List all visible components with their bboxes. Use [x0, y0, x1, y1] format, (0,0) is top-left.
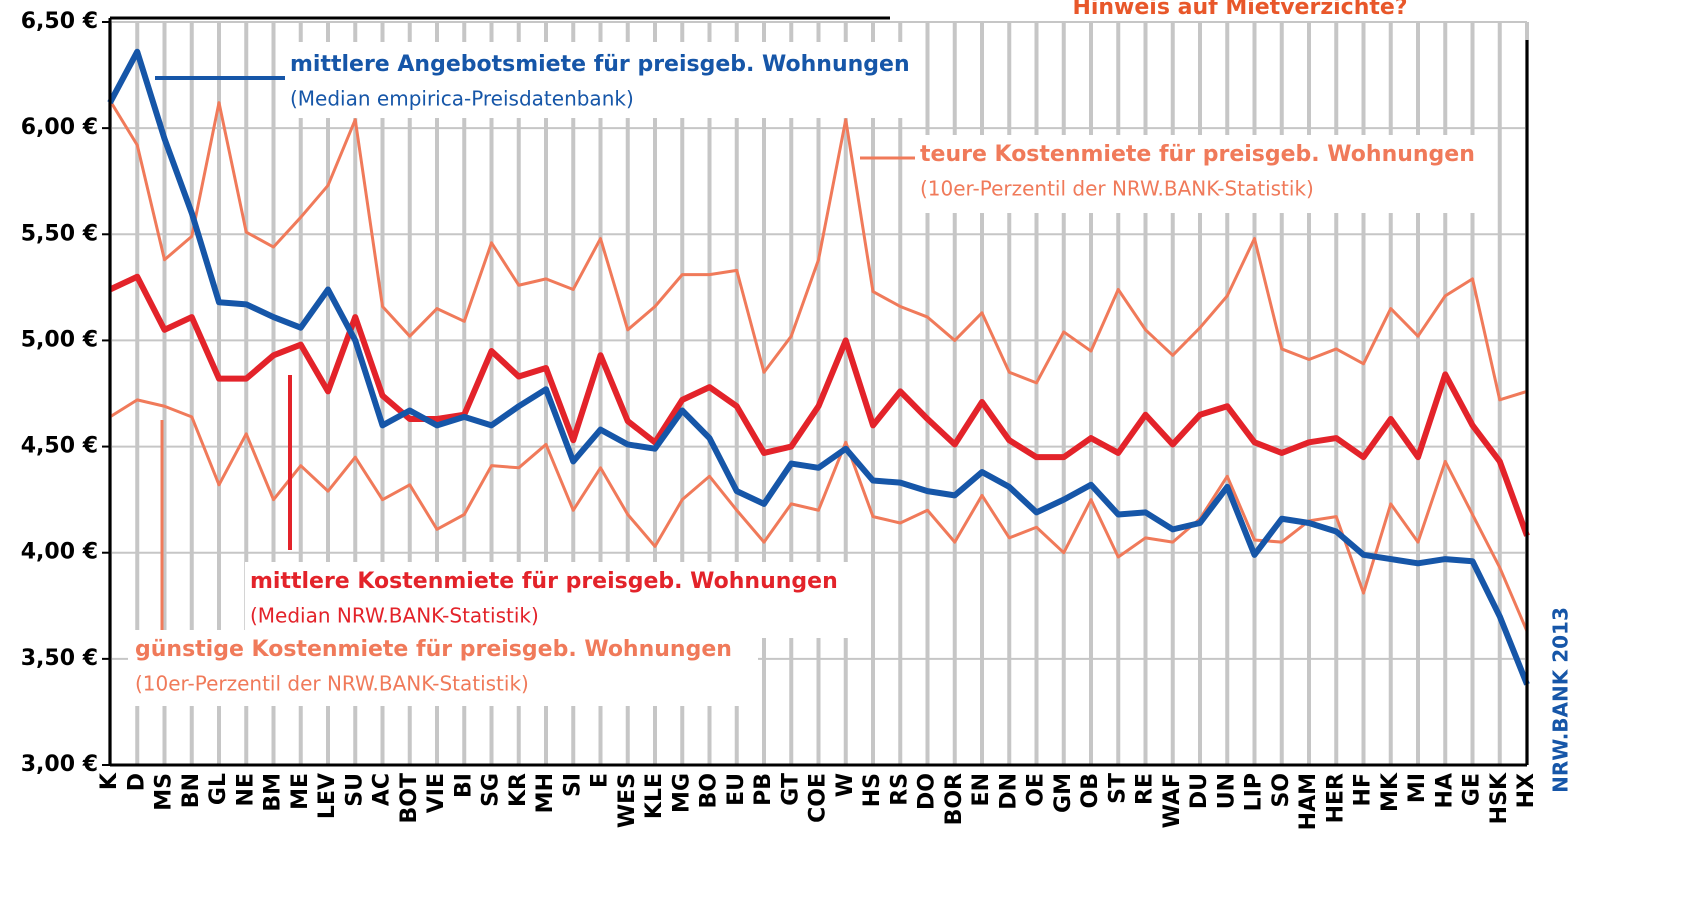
legend-note: (10er-Perzentil der NRW.BANK-Statistik)	[920, 177, 1314, 201]
x-tick-label: MK	[1378, 772, 1403, 812]
x-tick-label: EU	[724, 773, 749, 806]
x-tick-label: PB	[751, 773, 776, 806]
x-tick-label: BN	[179, 773, 204, 808]
x-tick-label: HER	[1323, 773, 1348, 823]
x-tick-label: BOR	[942, 773, 967, 825]
x-tick-label: GM	[1051, 773, 1076, 813]
x-tick-label: DU	[1187, 773, 1212, 809]
series-line	[108, 273, 1530, 537]
series-line	[109, 398, 1529, 632]
y-tick-label: 4,50 €	[21, 434, 98, 459]
x-tick-label: NE	[233, 773, 258, 806]
x-tick-label: COE	[806, 773, 831, 823]
x-tick-label: RE	[1133, 773, 1158, 805]
x-tick-label: DN	[996, 773, 1021, 810]
x-tick-label: ST	[1105, 773, 1130, 804]
x-tick-label: WAF	[1160, 773, 1185, 828]
x-tick-label: BO	[697, 773, 722, 808]
x-tick-label: SO	[1269, 773, 1294, 808]
y-tick-label: 4,00 €	[21, 540, 98, 565]
source: NRW.BANK 2013	[1549, 607, 1573, 793]
legend-note: (Median NRW.BANK-Statistik)	[250, 604, 539, 628]
x-tick-label: BOT	[397, 773, 422, 823]
legend-label: teure Kostenmiete für preisgeb. Wohnunge…	[920, 142, 1475, 167]
x-tick-label: GE	[1460, 773, 1485, 806]
legend: teure Kostenmiete für preisgeb. Wohnunge…	[128, 42, 1475, 706]
chart-title: Hinweis auf Mietverzichte?	[1072, 0, 1407, 20]
x-tick-label: UN	[1214, 773, 1239, 809]
x-tick-label: HA	[1432, 773, 1457, 808]
x-tick-label: SG	[479, 773, 504, 807]
x-tick-label: BI	[451, 773, 476, 798]
x-tick-label: AC	[370, 773, 395, 806]
legend-label: günstige Kostenmiete für preisgeb. Wohnu…	[135, 637, 732, 662]
legend-box	[915, 135, 1475, 213]
x-tick-label: KLE	[642, 773, 667, 819]
series-line	[108, 99, 1528, 402]
x-tick-label: K	[97, 772, 122, 790]
x-tick-label: BM	[261, 773, 286, 812]
x-tick-label: MG	[669, 773, 694, 813]
x-tick-label: DO	[915, 773, 940, 810]
y-tick-label: 6,50 €	[21, 9, 98, 34]
x-tick-label: E	[588, 773, 613, 788]
x-tick-label: W	[833, 773, 858, 797]
y-tick-label: 5,50 €	[21, 221, 98, 246]
y-tick-label: 5,00 €	[21, 327, 98, 352]
x-tick-label: RS	[887, 773, 912, 806]
x-tick-label: WES	[615, 773, 640, 828]
x-tick-label: MH	[533, 773, 558, 813]
y-tick-label: 3,00 €	[21, 752, 98, 777]
legend-box	[245, 562, 850, 638]
x-tick-label: HSK	[1487, 772, 1512, 824]
x-tick-label: GT	[778, 773, 803, 806]
x-tick-label: MS	[152, 773, 177, 811]
x-tick-label: HS	[860, 773, 885, 807]
x-tick-label: EN	[969, 773, 994, 806]
y-tick-label: 6,00 €	[21, 115, 98, 140]
series-line	[107, 48, 1530, 686]
x-tick-label: HAM	[1296, 773, 1321, 830]
legend-box	[285, 42, 917, 118]
x-tick-label: LIP	[1242, 773, 1267, 811]
x-tick-label: OE	[1024, 773, 1049, 807]
x-tick-label: GL	[206, 773, 231, 805]
x-tick-label: SU	[342, 773, 367, 807]
x-tick-label: SI	[560, 773, 585, 797]
legend-box	[128, 630, 758, 706]
legend-label: mittlere Kostenmiete für preisgeb. Wohnu…	[250, 569, 838, 594]
x-tick-label: MI	[1405, 773, 1430, 803]
x-tick-label: D	[124, 773, 149, 791]
x-tick-label: HX	[1514, 773, 1539, 808]
x-tick-label: LEV	[315, 773, 340, 819]
x-tick-label: KR	[506, 773, 531, 807]
x-tick-label: OB	[1078, 773, 1103, 808]
x-tick-label: HF	[1351, 773, 1376, 806]
x-tick-label: ME	[288, 773, 313, 810]
legend-note: (Median empirica-Preisdatenbank)	[290, 87, 634, 111]
legend-note: (10er-Perzentil der NRW.BANK-Statistik)	[135, 672, 529, 696]
lines	[107, 48, 1530, 686]
x-tick-label: VIE	[424, 773, 449, 813]
legend-label: mittlere Angebotsmiete für preisgeb. Woh…	[290, 52, 910, 77]
y-tick-label: 3,50 €	[21, 646, 98, 671]
